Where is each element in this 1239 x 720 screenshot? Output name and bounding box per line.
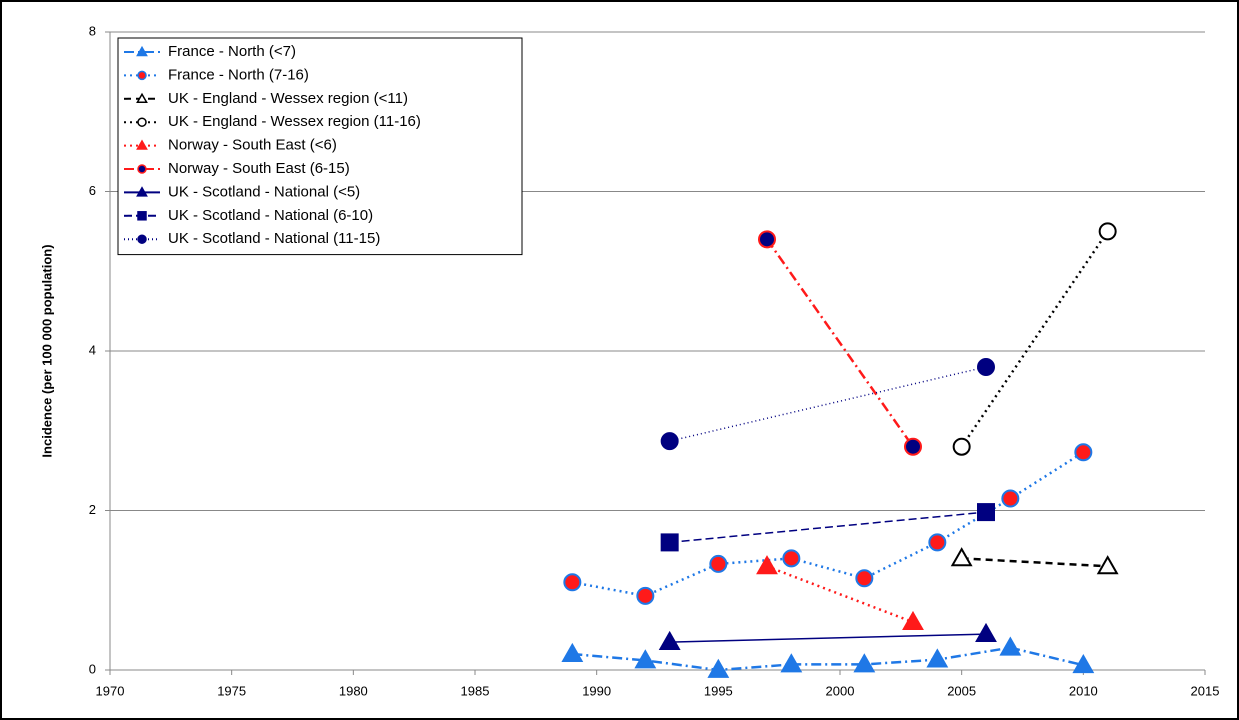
marker <box>782 549 801 568</box>
x-tick-label: 2010 <box>1069 683 1098 698</box>
marker <box>137 164 147 174</box>
series-line <box>572 451 1085 598</box>
marker <box>855 569 874 588</box>
legend-label: UK - Scotland - National (<5) <box>168 183 360 200</box>
marker <box>136 92 148 103</box>
y-tick-label: 4 <box>89 342 96 357</box>
series-line <box>572 646 1084 672</box>
legend-box <box>117 37 523 256</box>
marker <box>1074 443 1093 462</box>
legend-label: France - North (<7) <box>168 43 296 60</box>
x-tick-label: 1980 <box>339 683 368 698</box>
legend-label: France - North (7-16) <box>168 66 309 83</box>
marker <box>137 70 147 81</box>
y-axis-label: Incidence (per 100 000 population) <box>39 244 54 457</box>
marker <box>709 554 728 573</box>
x-tick-label: 2005 <box>947 683 976 698</box>
y-tick-label: 8 <box>89 23 96 38</box>
marker <box>977 357 995 376</box>
marker <box>636 586 655 605</box>
x-tick-label: 1990 <box>582 683 611 698</box>
marker <box>136 139 148 150</box>
marker <box>707 658 730 678</box>
marker <box>634 649 657 669</box>
marker <box>658 630 681 650</box>
marker <box>660 533 679 552</box>
y-tick-label: 0 <box>89 661 96 676</box>
marker <box>137 211 147 221</box>
x-tick-label: 1985 <box>461 683 490 698</box>
series-line <box>961 557 1108 568</box>
series-line <box>669 633 987 643</box>
marker <box>137 117 147 127</box>
legend-label: UK - Scotland - National (6-10) <box>168 207 373 224</box>
marker <box>999 636 1022 656</box>
y-tick-label: 6 <box>89 183 96 198</box>
legend-label: Norway - South East (<6) <box>168 137 337 154</box>
marker <box>660 432 679 451</box>
marker <box>928 533 947 552</box>
x-tick-label: 1975 <box>217 683 246 698</box>
series-line <box>669 511 987 544</box>
x-tick-label: 2000 <box>826 683 855 698</box>
marker <box>975 622 997 643</box>
x-tick-label: 1995 <box>704 683 733 698</box>
marker <box>902 610 924 631</box>
legend: France - North (<7) France - North (7-16)… <box>117 37 523 256</box>
marker <box>136 45 148 57</box>
marker <box>137 234 147 244</box>
marker <box>952 437 971 456</box>
marker <box>758 230 776 249</box>
marker <box>926 648 949 668</box>
marker <box>853 653 876 673</box>
legend-label: UK - England - Wessex region (<11) <box>168 90 408 107</box>
x-tick-label: 1970 <box>96 683 125 698</box>
marker <box>950 547 973 567</box>
marker <box>977 503 995 522</box>
marker <box>780 653 803 673</box>
series-line <box>766 565 914 624</box>
x-tick-label: 2015 <box>1191 683 1220 698</box>
y-tick-label: 2 <box>89 502 96 517</box>
marker <box>1072 653 1095 674</box>
marker <box>561 642 584 662</box>
marker <box>1096 555 1119 575</box>
marker <box>756 555 778 575</box>
marker <box>904 437 922 456</box>
series-line <box>960 230 1109 448</box>
marker <box>1001 489 1020 508</box>
legend-label: Norway - South East (6-15) <box>168 160 350 177</box>
marker <box>1098 222 1117 241</box>
series-line <box>765 238 915 448</box>
marker <box>563 573 582 592</box>
legend-label: UK - Scotland - National (11-15) <box>168 230 380 247</box>
legend-label: UK - England - Wessex region (11-16) <box>168 113 421 130</box>
marker <box>136 186 148 197</box>
